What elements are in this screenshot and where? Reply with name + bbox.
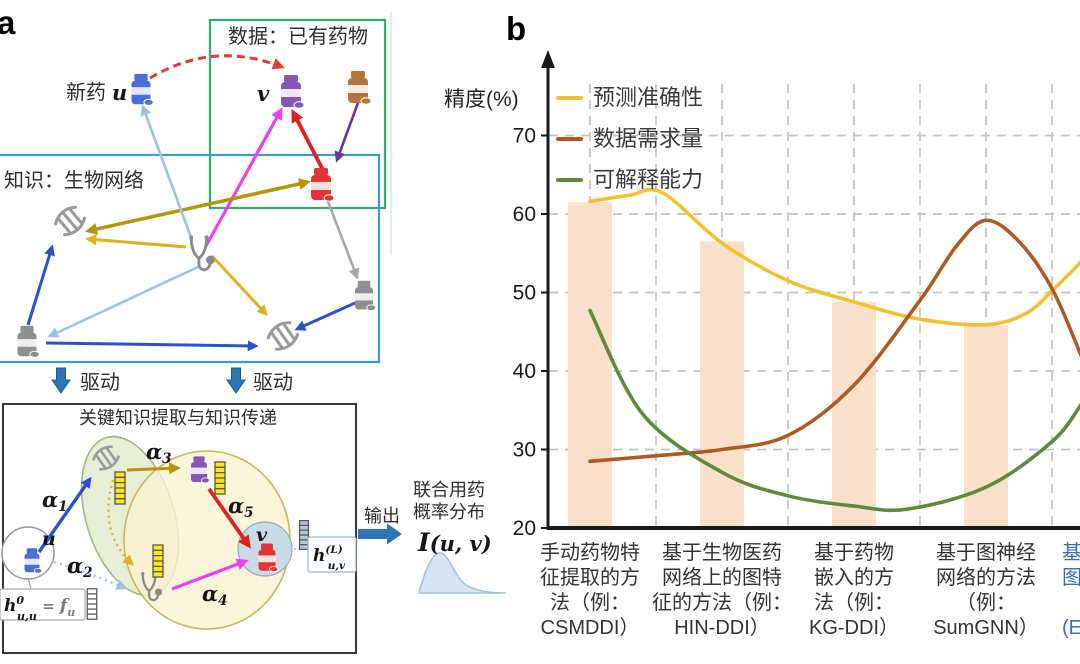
init-formula-box xyxy=(0,588,86,621)
legend-item-2: 可解释能力 xyxy=(556,168,703,192)
arrow-graypill-right-to-dna xyxy=(294,301,356,331)
drive-label-right: 驱动 xyxy=(253,371,293,394)
u-node-label: u xyxy=(42,528,56,550)
new-drug-label: 新药 xyxy=(66,81,106,104)
x-axis-label-0: 手动药物特 征提取的方 法（例： CSMDDI） xyxy=(540,542,640,639)
arrow-redpill-dna-bidirectional xyxy=(85,178,311,235)
arrow-alpha1 xyxy=(37,476,92,553)
arrow-query-u-v xyxy=(149,54,285,80)
arrow-steth-to-u xyxy=(140,104,194,241)
series-line-可解释能力 xyxy=(588,308,1080,513)
x-axis-label-4: 基 图 (E xyxy=(1062,542,1080,639)
alpha5-label: α5 xyxy=(228,493,254,521)
data-box-title: 数据：已有药物 xyxy=(228,25,368,48)
output-formula: h(L) u,v xyxy=(313,544,346,572)
arrow-alpha4 xyxy=(171,558,249,591)
arrow-steth-to-dna-bottom xyxy=(210,254,268,317)
legend-label: 可解释能力 xyxy=(593,167,704,192)
legend-swatch xyxy=(556,137,583,141)
alpha1-label: α1 xyxy=(42,487,68,515)
legend-swatch xyxy=(556,178,583,182)
y-tick-label: 20 xyxy=(513,517,536,540)
method-highlight-bar xyxy=(964,325,1008,528)
output-label: 输出 xyxy=(364,506,400,526)
legend-item-1: 数据需求量 xyxy=(556,127,703,151)
series-line-数据需求量 xyxy=(588,218,1080,464)
legend-label: 预测准确性 xyxy=(593,85,704,110)
extraction-box-title: 关键知识提取与知识传递 xyxy=(79,408,277,428)
knowledge-box-title: 知识：生物网络 xyxy=(4,169,144,192)
init-formula: h0 u,u = fu xyxy=(4,594,75,623)
arrow-steth-to-graypill-left xyxy=(47,265,199,338)
x-axis-label-3: 基于图神经 网络的方法 （例： SumGNN） xyxy=(933,542,1039,639)
y-axis-title: 精度(%) xyxy=(444,88,519,111)
u-callout-line xyxy=(27,577,32,590)
y-tick-label: 50 xyxy=(513,282,536,305)
y-tick-label: 70 xyxy=(513,125,536,148)
drive-label-left: 驱动 xyxy=(80,371,120,394)
legend-label: 数据需求量 xyxy=(593,126,704,151)
distribution-formula: I(u, v) xyxy=(417,528,492,557)
arrow-brownpill-to-redpill xyxy=(334,99,361,163)
output-arrow-icon xyxy=(358,523,402,545)
arrow-graypill-to-dna-left xyxy=(26,244,55,326)
arrow-graypill-to-dna-bottom xyxy=(45,340,259,352)
existing-drug-var: v xyxy=(257,81,270,106)
output-formula-box xyxy=(307,536,357,573)
method-highlight-bar xyxy=(700,241,744,528)
method-highlight-bar xyxy=(832,301,876,528)
alpha4-label: α4 xyxy=(202,581,228,609)
distribution-title-line2: 概率分布 xyxy=(413,502,485,522)
probability-distribution-curve xyxy=(418,552,507,594)
new-drug-var: u xyxy=(112,80,127,105)
alpha2-label: α2 xyxy=(67,553,93,581)
arrow-alpha5 xyxy=(207,487,251,549)
knowledge-box xyxy=(0,153,381,364)
arrow-redpill-to-v xyxy=(291,109,325,171)
arrow-alpha2-dotted xyxy=(53,560,128,590)
method-highlight-bar xyxy=(568,202,612,528)
panel-b-label: b xyxy=(506,10,527,47)
chart-legend: 预测准确性数据需求量可解释能力 xyxy=(556,86,703,209)
arrow-alpha3 xyxy=(126,462,181,475)
y-axis-arrowhead-icon xyxy=(541,50,555,68)
x-axis-label-2: 基于药物 嵌入的方 法（例： KG-DDI） xyxy=(809,542,899,639)
y-tick-label: 60 xyxy=(513,203,536,226)
series-line-预测准确性 xyxy=(588,187,1080,327)
legend-swatch xyxy=(556,96,583,100)
distribution-title-line1: 联合用药 xyxy=(413,480,485,500)
y-tick-label: 40 xyxy=(513,360,536,383)
legend-item-0: 预测准确性 xyxy=(556,86,703,110)
arrow-redpill-to-graypill-right xyxy=(325,198,360,280)
panel-a-label: a xyxy=(0,4,16,41)
panel-a-diagram: 数据：已有药物 知识：生物网络 新药 u v 驱动 驱动 关键知识提取与知识传递… xyxy=(0,12,507,654)
arrow-steth-to-dna-left xyxy=(85,234,187,249)
v-node-label: v xyxy=(256,524,268,546)
alpha3-label: α3 xyxy=(146,439,172,467)
y-tick-label: 30 xyxy=(513,439,536,462)
x-axis-label-1: 基于生物医药 网络上的图特 征的方法（例： HIN-DDI） xyxy=(652,542,792,639)
